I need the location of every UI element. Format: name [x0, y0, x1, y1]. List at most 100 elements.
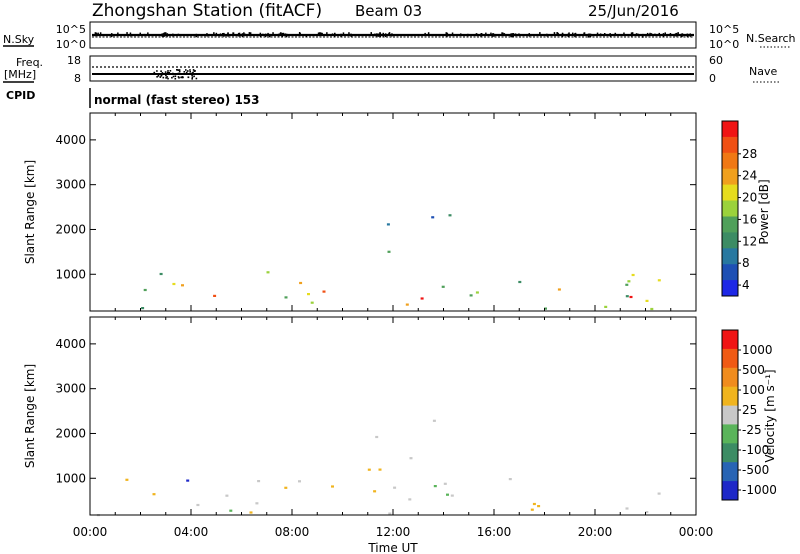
- colorbar-swatch: [722, 216, 738, 233]
- noise-sample: [674, 33, 677, 37]
- power-plot-background: [90, 113, 696, 311]
- noise-sample: [609, 33, 611, 37]
- noise-sample: [475, 33, 478, 36]
- echo-pixel: [375, 435, 379, 439]
- noise-sample: [350, 33, 352, 37]
- echo-pixel: [650, 307, 654, 311]
- noise-sample: [451, 32, 454, 36]
- echo-pixel: [284, 486, 288, 489]
- echo-pixel: [469, 294, 473, 297]
- echo-pixel: [152, 493, 156, 496]
- nave-sample: [174, 77, 177, 80]
- colorbar-tick-label: -500: [742, 463, 769, 477]
- noise-sample: [348, 32, 350, 35]
- echo-pixel: [448, 214, 452, 217]
- nave-sample: [153, 71, 156, 74]
- noise-sample: [561, 32, 564, 37]
- noise-sample: [480, 33, 483, 36]
- noise-sample: [686, 33, 689, 38]
- nave-sample: [189, 69, 191, 71]
- colorbar-swatch: [722, 264, 738, 281]
- colorbar-tick-label: 16: [742, 212, 757, 226]
- colorbar-frame: [721, 120, 739, 297]
- nave-sample: [195, 77, 198, 80]
- noise-sample: [623, 32, 625, 35]
- echo-pixel: [409, 457, 413, 460]
- noise-sample: [642, 33, 644, 38]
- noise-sample: [599, 33, 602, 36]
- echo-pixel: [225, 494, 229, 497]
- noise-sample: [264, 33, 267, 38]
- colorbar-tick-label: 100: [742, 383, 765, 397]
- noise-sample: [162, 33, 164, 37]
- colorbar-swatch: [722, 481, 738, 501]
- noise-tick-top-right: 10^5: [709, 23, 739, 36]
- noise-sample: [267, 32, 269, 36]
- x-tick-label: 04:00: [174, 525, 209, 539]
- colorbar-tick-label: -100: [742, 443, 769, 457]
- x-tick-label: 00:00: [679, 525, 714, 539]
- noise-sample: [675, 32, 678, 37]
- noise-sample: [379, 32, 381, 36]
- time-axis-label: Time UT: [367, 541, 418, 554]
- noise-sample: [232, 32, 235, 36]
- y-tick-label: 4000: [55, 133, 86, 147]
- nave-sample: [191, 78, 193, 80]
- nave-sample: [180, 76, 182, 79]
- noise-sample: [501, 32, 503, 36]
- noise-sample: [680, 33, 683, 38]
- nave-sample: [164, 71, 167, 73]
- nsky-label: N.Sky: [3, 33, 35, 46]
- colorbar-tick-label: 12: [742, 234, 757, 248]
- y-tick-label: 2000: [55, 222, 86, 236]
- plot-area: [90, 113, 696, 311]
- noise-sample: [574, 33, 576, 38]
- noise-sample: [163, 32, 166, 37]
- colorbar-swatch: [722, 367, 738, 388]
- noise-sample: [331, 33, 334, 36]
- noise-sample: [161, 33, 163, 37]
- y-tick-label: 1000: [55, 471, 86, 485]
- noise-sample: [485, 32, 487, 36]
- noise-sample: [567, 33, 570, 38]
- colorbar-tick-label: -1000: [742, 483, 777, 497]
- nave-sample: [166, 76, 168, 78]
- echo-pixel: [408, 498, 412, 501]
- nave-sample: [185, 69, 187, 71]
- noise-sample: [445, 32, 447, 36]
- noise-sample: [172, 33, 174, 37]
- echo-pixel: [213, 294, 217, 297]
- noise-sample: [503, 33, 506, 37]
- colorbar-swatch: [722, 232, 738, 249]
- echo-pixel: [544, 307, 547, 310]
- echo-pixel: [508, 478, 512, 481]
- noise-sample: [467, 33, 469, 37]
- nave-sample: [178, 77, 180, 79]
- nave-sample: [176, 69, 178, 71]
- noise-sample: [177, 33, 180, 36]
- colorbar-swatch: [722, 348, 738, 369]
- noise-sample: [227, 32, 229, 35]
- colorbar-tick-label: 1000: [742, 343, 773, 357]
- noise-sample: [388, 32, 391, 35]
- nave-sample: [187, 70, 189, 72]
- echo-pixel: [657, 492, 661, 495]
- colorbar-swatch: [722, 424, 738, 444]
- colorbar-swatch: [722, 152, 738, 170]
- colorbar-swatch: [722, 405, 738, 425]
- noise-sample: [649, 32, 651, 36]
- echo-pixel: [141, 307, 145, 310]
- cpid-text: normal (fast stereo) 153: [94, 93, 260, 107]
- echo-pixel: [431, 216, 435, 219]
- noise-sample: [631, 32, 634, 36]
- nave-sample: [171, 76, 173, 79]
- nave-sample: [191, 72, 194, 74]
- noise-sample: [658, 32, 660, 35]
- noise-sample: [215, 32, 218, 37]
- noise-tick-bottom-right: 10^0: [709, 38, 739, 51]
- noise-sample: [512, 33, 515, 36]
- echo-pixel: [307, 293, 310, 296]
- echo-pixel: [657, 279, 661, 282]
- noise-sample: [424, 32, 426, 36]
